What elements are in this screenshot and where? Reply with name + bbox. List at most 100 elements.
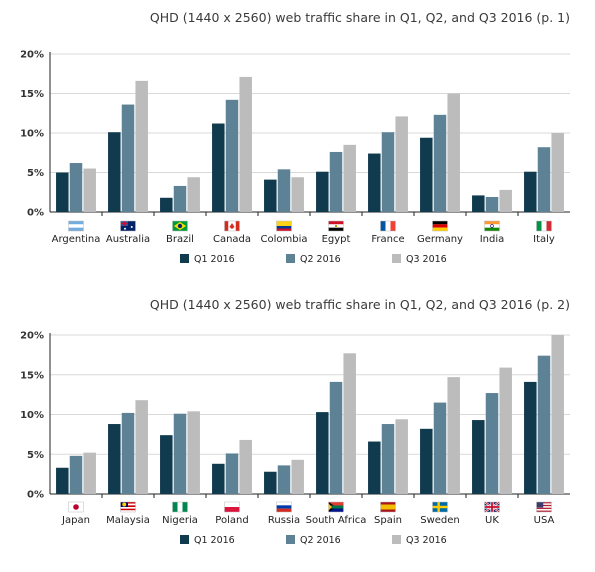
legend-item-q2: Q2 2016	[286, 535, 341, 546]
bar-argentina-q1	[56, 172, 69, 212]
flag-brazil-icon	[172, 220, 188, 232]
y-tick-label: 0%	[27, 208, 44, 219]
flag-nigeria-icon	[172, 501, 188, 513]
bar-italy-q1	[524, 171, 537, 212]
legend-item-q1: Q1 2016	[180, 535, 235, 546]
bar-india-q2	[485, 196, 499, 212]
flag-canada-icon	[224, 220, 240, 232]
category-label: Germany	[417, 234, 463, 245]
bar-russia-q3	[291, 459, 304, 494]
bar-brazil-q1	[160, 197, 173, 212]
category-label: Malaysia	[106, 515, 150, 526]
bar-colombia-q2	[277, 169, 291, 212]
legend-item-q3: Q3 2016	[392, 254, 447, 265]
bar-uk-q1	[472, 420, 485, 494]
bar-colombia-q3	[291, 177, 304, 212]
bar-egypt-q3	[343, 144, 356, 212]
y-tick-label: 5%	[27, 168, 44, 179]
category-label: India	[480, 234, 505, 245]
bar-germany-q3	[447, 93, 460, 212]
legend-item-q1: Q1 2016	[180, 254, 235, 265]
bar-south-africa-q1	[316, 412, 329, 494]
bar-spain-q3	[395, 419, 408, 494]
chart-title: QHD (1440 x 2560) web traffic share in Q…	[150, 10, 570, 25]
legend-swatch	[286, 535, 295, 544]
bar-australia-q3	[135, 80, 148, 212]
bar-spain-q1	[368, 441, 381, 494]
legend-swatch	[392, 535, 401, 544]
legend-label: Q1 2016	[194, 535, 235, 546]
y-tick-label: 5%	[27, 450, 44, 461]
category-label: Canada	[213, 234, 251, 245]
bar-egypt-q1	[316, 171, 329, 212]
bar-canada-q3	[239, 76, 252, 212]
y-tick-label: 20%	[20, 50, 44, 61]
category-label: Nigeria	[162, 515, 198, 526]
y-tick-label: 15%	[20, 370, 44, 381]
flag-uk-icon	[483, 501, 501, 513]
bar-canada-q2	[225, 99, 239, 212]
bar-usa-q3	[551, 335, 564, 494]
bar-egypt-q2	[329, 151, 343, 212]
flag-south-africa-icon	[328, 501, 344, 513]
bar-france-q2	[381, 132, 395, 212]
bar-germany-q1	[420, 137, 433, 212]
bar-brazil-q2	[173, 185, 187, 212]
flag-france-icon	[380, 220, 396, 232]
chart-title: QHD (1440 x 2560) web traffic share in Q…	[150, 297, 570, 312]
bar-canada-q1	[212, 123, 225, 212]
flag-india-icon	[484, 220, 500, 232]
category-label: USA	[534, 515, 555, 526]
category-label: Brazil	[166, 234, 194, 245]
flag-malaysia-icon	[120, 501, 136, 513]
category-label: Australia	[106, 234, 150, 245]
bar-australia-q2	[121, 104, 135, 212]
bar-brazil-q3	[187, 177, 200, 212]
bar-argentina-q3	[83, 168, 96, 212]
bar-india-q1	[472, 195, 485, 212]
legend-label: Q2 2016	[300, 535, 341, 546]
bar-nigeria-q1	[160, 435, 173, 494]
bar-south-africa-q3	[343, 353, 356, 494]
bar-poland-q2	[225, 453, 239, 494]
bar-india-q3	[499, 189, 512, 212]
bar-uk-q2	[485, 393, 499, 494]
bar-colombia-q1	[264, 179, 277, 212]
bar-malaysia-q1	[108, 424, 121, 494]
legend-label: Q3 2016	[406, 535, 447, 546]
category-label: South Africa	[306, 515, 367, 526]
category-label: Poland	[215, 515, 248, 526]
legend-swatch	[392, 254, 401, 263]
flag-germany-icon	[432, 220, 448, 232]
legend-item-q2: Q2 2016	[286, 254, 341, 265]
bar-poland-q1	[212, 463, 225, 494]
bar-australia-q1	[108, 132, 121, 212]
bar-poland-q3	[239, 439, 252, 494]
bar-japan-q1	[56, 467, 69, 494]
bar-sweden-q2	[433, 402, 447, 494]
bar-malaysia-q3	[135, 400, 148, 494]
bar-japan-q2	[69, 455, 83, 494]
bar-italy-q3	[551, 133, 564, 212]
y-tick-label: 20%	[20, 331, 44, 342]
category-label: Japan	[61, 515, 90, 526]
bar-malaysia-q2	[121, 412, 135, 494]
bar-spain-q2	[381, 424, 395, 494]
category-label: Russia	[268, 515, 300, 526]
bar-nigeria-q3	[187, 411, 200, 494]
flag-usa-icon	[536, 501, 552, 513]
chart-2: QHD (1440 x 2560) web traffic share in Q…	[20, 297, 570, 546]
category-label: Spain	[374, 515, 402, 526]
bar-sweden-q3	[447, 377, 460, 494]
y-tick-label: 15%	[20, 89, 44, 100]
bar-nigeria-q2	[173, 413, 187, 494]
bar-france-q3	[395, 116, 408, 212]
chart-1: QHD (1440 x 2560) web traffic share in Q…	[20, 10, 570, 265]
legend-item-q3: Q3 2016	[392, 535, 447, 546]
bar-usa-q1	[524, 381, 537, 494]
category-label: Italy	[533, 234, 555, 245]
legend-swatch	[286, 254, 295, 263]
bar-japan-q3	[83, 452, 96, 494]
bar-germany-q2	[433, 114, 447, 212]
